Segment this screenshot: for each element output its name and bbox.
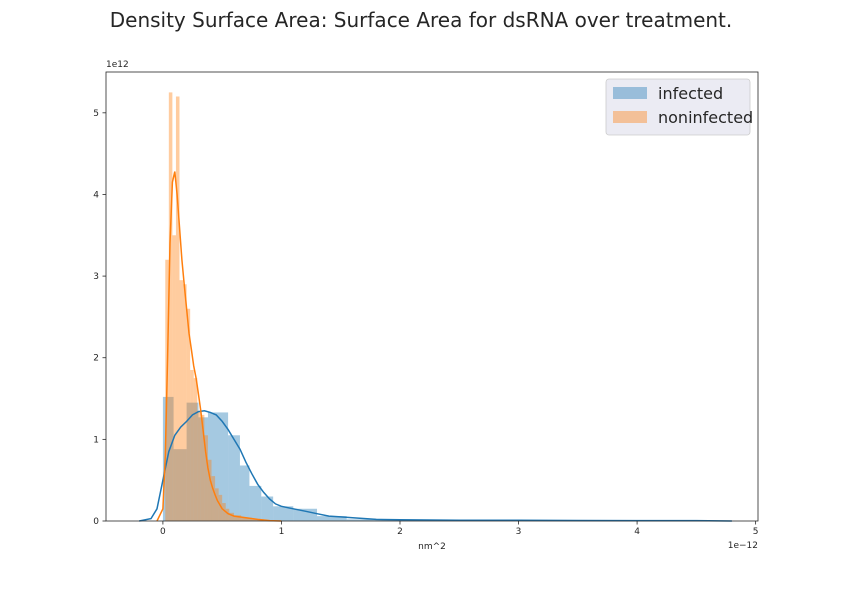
hist-bar-noninfected-11	[204, 435, 208, 521]
hist-bar-infected-1	[173, 449, 187, 521]
x-tick-label: 0	[160, 527, 166, 537]
y-tick-label: 4	[93, 190, 99, 200]
y-tick-label: 3	[93, 272, 99, 282]
histogram-bars	[162, 92, 732, 522]
hist-bar-infected-4	[207, 412, 229, 521]
hist-bar-infected-6	[239, 465, 250, 521]
hist-bar-noninfected-18	[229, 512, 235, 521]
hist-bar-infected-9	[273, 506, 294, 521]
hist-bar-noninfected-12	[207, 459, 212, 521]
y-tick-label: 1	[93, 435, 99, 445]
hist-bar-infected-12	[346, 519, 400, 521]
x-tick-label: 1	[279, 527, 285, 537]
hist-bar-noninfected-7	[190, 369, 194, 521]
hist-bar-infected-8	[261, 496, 274, 521]
hist-bar-noninfected-4	[179, 280, 184, 521]
hist-bar-infected-3	[198, 417, 208, 521]
plot-frame	[105, 71, 759, 522]
legend-swatch-noninfected	[613, 111, 647, 123]
kde-line-infected	[139, 410, 732, 522]
kde-lines	[139, 171, 732, 522]
legend-label-infected: infected	[658, 84, 723, 103]
hist-bar-infected-11	[317, 516, 347, 521]
y-tick-label: 2	[93, 354, 99, 364]
hist-bar-noninfected-21	[251, 519, 264, 521]
hist-bar-noninfected-13	[211, 476, 216, 521]
hist-bar-noninfected-15	[218, 494, 223, 521]
hist-bar-noninfected-8	[193, 378, 198, 521]
hist-bar-noninfected-16	[222, 503, 226, 521]
hist-bar-noninfected-14	[215, 488, 219, 521]
hist-bar-noninfected-6	[186, 308, 191, 521]
x-tick-label: 4	[634, 527, 640, 537]
y-tick-label: 5	[93, 109, 99, 119]
legend-box	[605, 78, 751, 136]
x-tick-label: 3	[516, 527, 522, 537]
legend-swatch-infected	[613, 87, 647, 99]
x-offset-text: 1e−12	[728, 541, 758, 551]
x-tick-label: 2	[397, 527, 403, 537]
hist-bar-infected-5	[228, 435, 240, 521]
hist-bar-noninfected-19	[234, 515, 242, 521]
hist-bar-noninfected-17	[225, 508, 230, 521]
hist-bar-infected-7	[249, 485, 262, 521]
x-tick-label: 5	[753, 527, 759, 537]
hist-bar-noninfected-9	[197, 410, 201, 521]
x-axis-label: nm^2	[418, 542, 446, 552]
y-offset-text: 1e12	[106, 60, 129, 70]
chart-title: Density Surface Area: Surface Area for d…	[109, 8, 733, 32]
legend: infected noninfected	[605, 78, 753, 136]
axis-ticks: 0 1 2 3 4 5 0 1 2 3 4 5	[93, 109, 758, 537]
hist-bar-noninfected-20	[241, 517, 252, 521]
kde-line-noninfected	[156, 171, 282, 522]
y-tick-label: 0	[93, 517, 99, 527]
hist-bar-noninfected-10	[200, 414, 205, 521]
hist-bar-noninfected-2	[172, 235, 176, 522]
legend-label-noninfected: noninfected	[658, 108, 753, 127]
hist-bar-noninfected-3	[175, 96, 180, 521]
hist-bar-infected-2	[186, 402, 199, 521]
hist-bar-infected-0	[162, 396, 174, 521]
hist-bar-noninfected-1	[168, 92, 173, 521]
hist-bar-noninfected-5	[183, 284, 187, 521]
